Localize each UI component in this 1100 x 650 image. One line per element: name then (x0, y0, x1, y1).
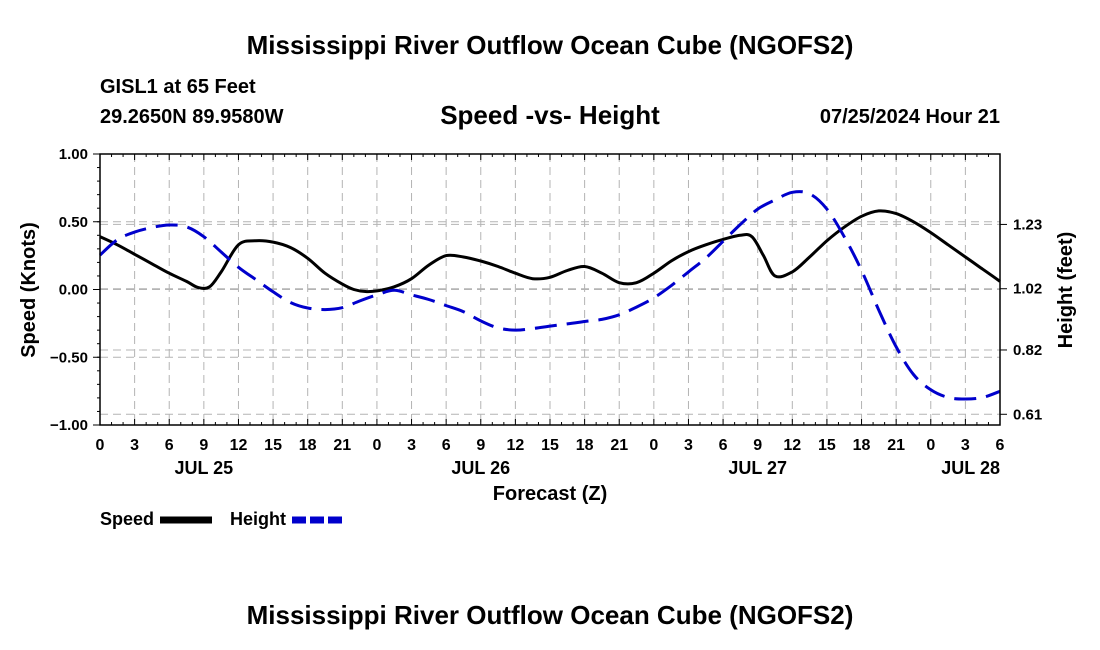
y-right-tick-label: 1.23 (1013, 216, 1042, 233)
x-tick-label: 3 (407, 437, 416, 454)
y-left-tick-label: 0.00 (59, 282, 88, 299)
series-layer (98, 190, 1001, 401)
x-tick-label: 15 (264, 437, 282, 454)
x-tick-label: 6 (719, 437, 728, 454)
x-tick-label: 3 (684, 437, 693, 454)
x-tick-label: 12 (506, 437, 524, 454)
forecast-datetime: 07/25/2024 Hour 21 (819, 106, 1000, 128)
series-line-height (98, 190, 1001, 401)
footer-title: Mississippi River Outflow Ocean Cube (NG… (246, 600, 854, 630)
day-label: JUL 28 (941, 458, 1000, 478)
x-tick-label: 6 (165, 437, 174, 454)
x-tick-label: 18 (853, 437, 871, 454)
legend-label-speed: Speed (100, 509, 154, 529)
x-tick-label: 3 (961, 437, 970, 454)
x-tick-label: 12 (230, 437, 248, 454)
x-tick-label: 18 (299, 437, 317, 454)
x-tick-label: 9 (476, 437, 485, 454)
day-label: JUL 25 (174, 458, 233, 478)
axes: 0 3 6 9 12 15 18 21 0 3 6 9 12 15 18 21 0 3 6 9 12 15 18 21 0 3 6J… (50, 146, 1042, 478)
x-tick-label: 9 (199, 437, 208, 454)
day-label: JUL 27 (728, 458, 787, 478)
x-tick-label: 3 (130, 437, 139, 454)
x-tick-label: 15 (541, 437, 559, 454)
chart-title: Mississippi River Outflow Ocean Cube (NG… (246, 30, 854, 60)
grid (100, 154, 1000, 425)
y-right-tick-label: 0.61 (1013, 406, 1042, 423)
x-tick-label: 0 (649, 437, 658, 454)
x-tick-label: 0 (372, 437, 381, 454)
x-tick-label: 0 (926, 437, 935, 454)
y-right-tick-label: 1.02 (1013, 281, 1042, 298)
x-tick-label: 12 (783, 437, 801, 454)
legend-label-height: Height (230, 509, 286, 529)
day-label: JUL 26 (451, 458, 510, 478)
x-tick-label: 0 (96, 437, 105, 454)
x-tick-label: 18 (576, 437, 594, 454)
x-tick-label: 6 (442, 437, 451, 454)
y-left-tick-label: −0.50 (50, 349, 88, 366)
x-tick-label: 21 (610, 437, 628, 454)
y-left-tick-label: 0.50 (59, 214, 88, 231)
x-tick-label: 15 (818, 437, 836, 454)
x-tick-label: 9 (753, 437, 762, 454)
x-tick-label: 6 (996, 437, 1005, 454)
y-axis-label-right: Height (feet) (1055, 232, 1077, 349)
x-tick-label: 21 (887, 437, 905, 454)
y-axis-label-left: Speed (Knots) (18, 222, 40, 358)
legend: Speed Height (100, 509, 344, 529)
series-line-speed (99, 209, 1001, 294)
x-axis-label: Forecast (Z) (493, 483, 607, 505)
y-right-tick-label: 0.82 (1013, 342, 1042, 359)
coordinates-label: 29.2650N 89.9580W (100, 106, 284, 128)
chart-subtitle: Speed -vs- Height (440, 100, 660, 130)
x-tick-label: 21 (333, 437, 351, 454)
y-left-tick-label: −1.00 (50, 417, 88, 434)
station-label: GISL1 at 65 Feet (100, 76, 256, 98)
y-left-tick-label: 1.00 (59, 146, 88, 163)
